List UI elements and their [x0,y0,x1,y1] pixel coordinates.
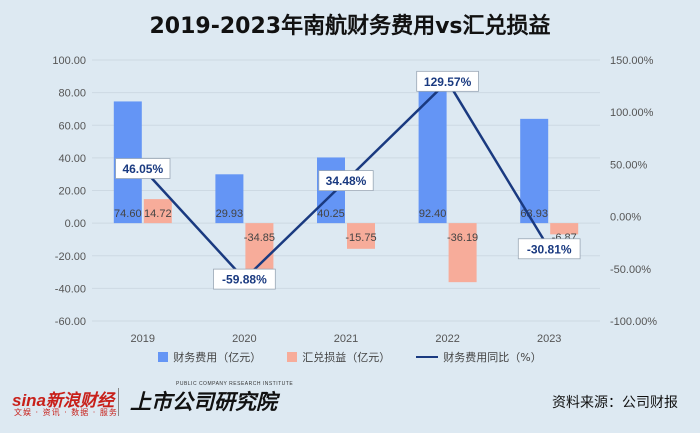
chart-plot-area: 100.00 80.00 60.00 40.00 20.00 0.00 -20.00 -40.… [52,55,657,345]
left-axis-tick-label: 40.00 [58,153,86,165]
bar-fx-loss [347,223,375,249]
legend-item-yoy[interactable]: 财务费用同比（%） [416,349,542,365]
bar-fx-loss [143,199,172,224]
data-label-fx-loss: -15.75 [345,232,376,244]
right-axis-tick-label: -100.00% [610,316,657,328]
data-label-fx-loss: 14.72 [144,208,172,220]
footer: sina新浪财经 文娱 · 资讯 · 数据 · 服务 PUBLIC COMPAN… [0,374,700,433]
left-axis-tick-label: -40.00 [55,283,86,295]
bar-fx-loss [550,223,579,235]
legend-swatch-financial-expense [158,352,169,362]
bar-financial-expense [520,118,549,224]
chart-legend: 财务费用（亿元） 汇兑损益（亿元） 财务费用同比（%） [0,349,700,365]
x-axis-tick-label: 2019 [131,333,155,345]
institute-english-name: PUBLIC COMPANY RESEARCH INSTITUTE [176,381,294,387]
data-label-financial-expense: 40.25 [317,208,345,220]
left-axis-tick-label: -60.00 [55,316,86,328]
right-axis-tick-label: 50.00% [610,159,648,171]
data-label-yoy-box [213,268,276,290]
data-label-financial-expense: 74.60 [114,208,142,220]
left-axis-tick-label: 0.00 [65,218,86,230]
left-axis-tick-label: 100.00 [52,55,86,67]
legend-label-fx-loss: 汇兑损益（亿元） [302,351,391,364]
data-label-yoy: 46.05% [122,162,163,176]
sina-finance-logo: sina新浪财经 [12,391,115,410]
legend-label-financial-expense: 财务费用（亿元） [173,351,262,364]
data-label-yoy-box [318,170,374,192]
right-axis-tick-label: -50.00% [610,264,651,276]
data-label-yoy-box [517,238,581,260]
left-axis-tick-label: -20.00 [55,251,86,263]
legend-swatch-yoy [416,356,439,358]
sina-finance-tagline: 文娱 · 资讯 · 数据 · 服务 [14,408,118,417]
left-axis-tick-label: 80.00 [58,88,86,100]
legend-label-yoy: 财务费用同比（%） [443,351,542,364]
data-label-yoy-box [115,158,171,179]
data-label-financial-expense: 29.93 [216,208,244,220]
right-axis-tick-label: 0.00% [610,212,641,224]
legend-item-financial-expense[interactable]: 财务费用（亿元） [158,349,261,365]
bar-financial-expense [215,174,244,224]
x-axis-tick-label: 2020 [232,333,256,345]
right-axis-tick-label: 100.00% [610,107,654,119]
left-axis-tick-label: 20.00 [58,186,86,198]
institute-logo: 上市公司研究院 [130,390,277,414]
data-label-fx-loss: -36.19 [447,232,478,244]
data-label-financial-expense: 92.40 [419,208,447,220]
data-source: 资料来源：公司财报 [552,395,678,411]
x-axis-tick-label: 2023 [537,333,561,345]
data-label-yoy: 34.48% [326,174,367,188]
x-axis-tick-label: 2021 [334,333,358,345]
data-label-yoy-box [416,70,479,92]
bar-fx-loss [448,223,477,283]
legend-item-fx-loss[interactable]: 汇兑损益（亿元） [287,349,390,365]
x-axis-tick-label: 2022 [435,333,459,345]
data-label-yoy: 129.57% [424,75,472,89]
data-label-yoy: -30.81% [527,242,572,256]
left-axis-tick-label: 60.00 [58,120,86,132]
legend-swatch-fx-loss [287,352,298,362]
data-label-fx-loss: -34.85 [244,232,275,244]
data-label-yoy: -59.88% [222,273,267,287]
brand-divider [118,388,119,416]
right-axis-tick-label: 150.00% [610,55,654,67]
chart-title: 2019-2023年南航财务费用vs汇兑损益 [149,14,551,39]
